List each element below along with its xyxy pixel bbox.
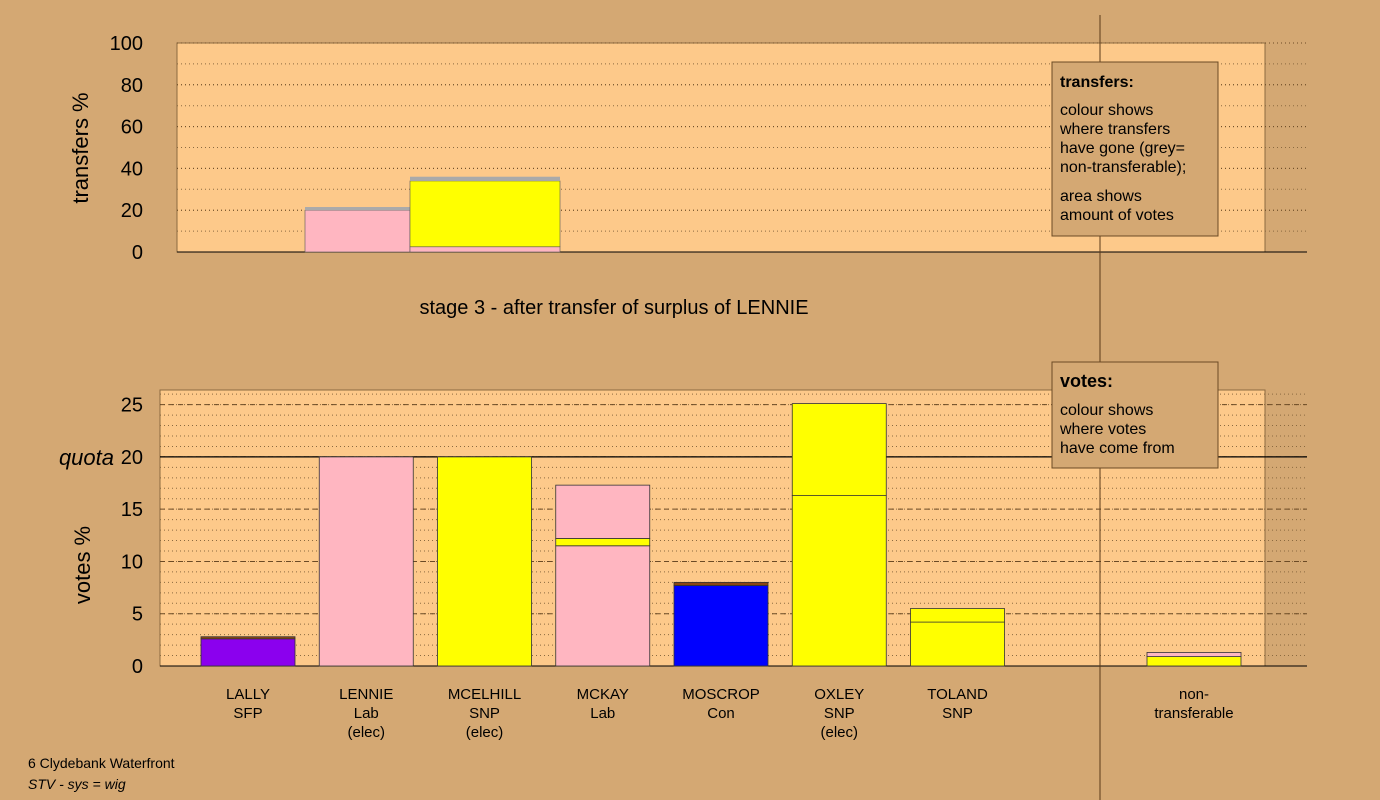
legend-text: have gone (grey= — [1060, 140, 1185, 157]
transfer-segment — [410, 176, 560, 181]
x-tick-label: (elec) — [347, 724, 385, 741]
y-tick-label: 80 — [121, 75, 143, 97]
transfer-segment — [304, 209, 411, 253]
bar-segment — [791, 495, 887, 667]
bar-segment — [791, 403, 887, 496]
legend-text: where votes — [1059, 421, 1146, 438]
y-axis-label: votes % — [70, 526, 95, 604]
x-tick-label: Lab — [354, 705, 379, 722]
bar-segment — [318, 456, 414, 667]
legend-box — [1051, 61, 1219, 237]
y-tick-label: 60 — [121, 117, 143, 139]
legend-text: area shows — [1060, 188, 1142, 205]
transfer-segment — [409, 180, 561, 248]
legend-text: colour shows — [1060, 402, 1153, 419]
bar-segment — [555, 484, 651, 539]
y-tick-label: 20 — [121, 447, 143, 469]
quota-label: quota — [59, 445, 114, 470]
legends: transfers: colour shows where transfers hav… — [1051, 61, 1219, 469]
x-tick-label: LENNIE — [339, 686, 393, 703]
x-tick-label: Con — [707, 705, 735, 722]
bar-segment — [910, 608, 1005, 623]
bar-segment — [555, 545, 651, 667]
x-tick-label: SNP — [824, 705, 855, 722]
y-tick-label: 40 — [121, 158, 143, 180]
footer-system: STV - sys = wig — [28, 776, 126, 792]
y-tick-label: 25 — [121, 395, 143, 417]
transfers-chart: 0 20 40 60 80 100 transfers % stage 3 - after t… — [68, 33, 1307, 319]
x-tick-label: transferable — [1154, 705, 1233, 722]
votes-chart: 0 5 10 15 20 25 quota votes % LALLY SFP LENNIE Lab (… — [59, 393, 1307, 741]
footer-area: 6 Clydebank Waterfront — [28, 755, 175, 771]
x-tick-label: LALLY — [226, 686, 270, 703]
legend-title: transfers: — [1060, 74, 1134, 91]
legend-text: where transfers — [1059, 121, 1170, 138]
bar-segment — [673, 585, 769, 667]
bar-segment — [200, 636, 296, 640]
y-tick-label: 0 — [132, 656, 143, 678]
x-tick-label: (elec) — [820, 724, 858, 741]
y-tick-label: 15 — [121, 499, 143, 521]
legend-text: colour shows — [1060, 102, 1153, 119]
x-tick-label: SFP — [233, 705, 262, 722]
y-axis-label: transfers % — [68, 92, 93, 203]
y-tick-label: 20 — [121, 200, 143, 222]
caption: stage 3 - after transfer of surplus of L… — [419, 297, 808, 319]
bar-segment — [910, 621, 1005, 667]
legend-title: votes: — [1060, 371, 1113, 391]
y-tick-label: 5 — [132, 604, 143, 626]
bar-segment — [437, 456, 532, 667]
x-tick-label: Lab — [590, 705, 615, 722]
transfer-segment — [305, 207, 428, 211]
bar-segment — [200, 638, 296, 667]
legend-text: amount of votes — [1060, 207, 1174, 224]
x-tick-label: MCELHILL — [448, 686, 521, 703]
bar-segment — [673, 581, 769, 586]
x-tick-label: TOLAND — [927, 686, 988, 703]
x-tick-label: (elec) — [466, 724, 504, 741]
legend-box — [1051, 361, 1219, 469]
bar-segment — [555, 538, 651, 547]
x-tick-label: SNP — [942, 705, 973, 722]
legend-text: have come from — [1060, 440, 1175, 457]
x-tick-label: OXLEY — [814, 686, 864, 703]
y-tick-label: 10 — [121, 551, 143, 573]
x-tick-label: SNP — [469, 705, 500, 722]
x-tick-label: MCKAY — [577, 686, 629, 703]
x-tick-label: non- — [1179, 686, 1209, 703]
transfer-segment — [409, 246, 561, 253]
y-tick-label: 0 — [132, 242, 143, 264]
x-tick-label: MOSCROP — [682, 686, 760, 703]
bar-segment — [1146, 656, 1242, 667]
bar-segment — [1146, 652, 1242, 657]
legend-text: non-transferable); — [1060, 159, 1186, 176]
y-tick-label: 100 — [110, 33, 143, 55]
